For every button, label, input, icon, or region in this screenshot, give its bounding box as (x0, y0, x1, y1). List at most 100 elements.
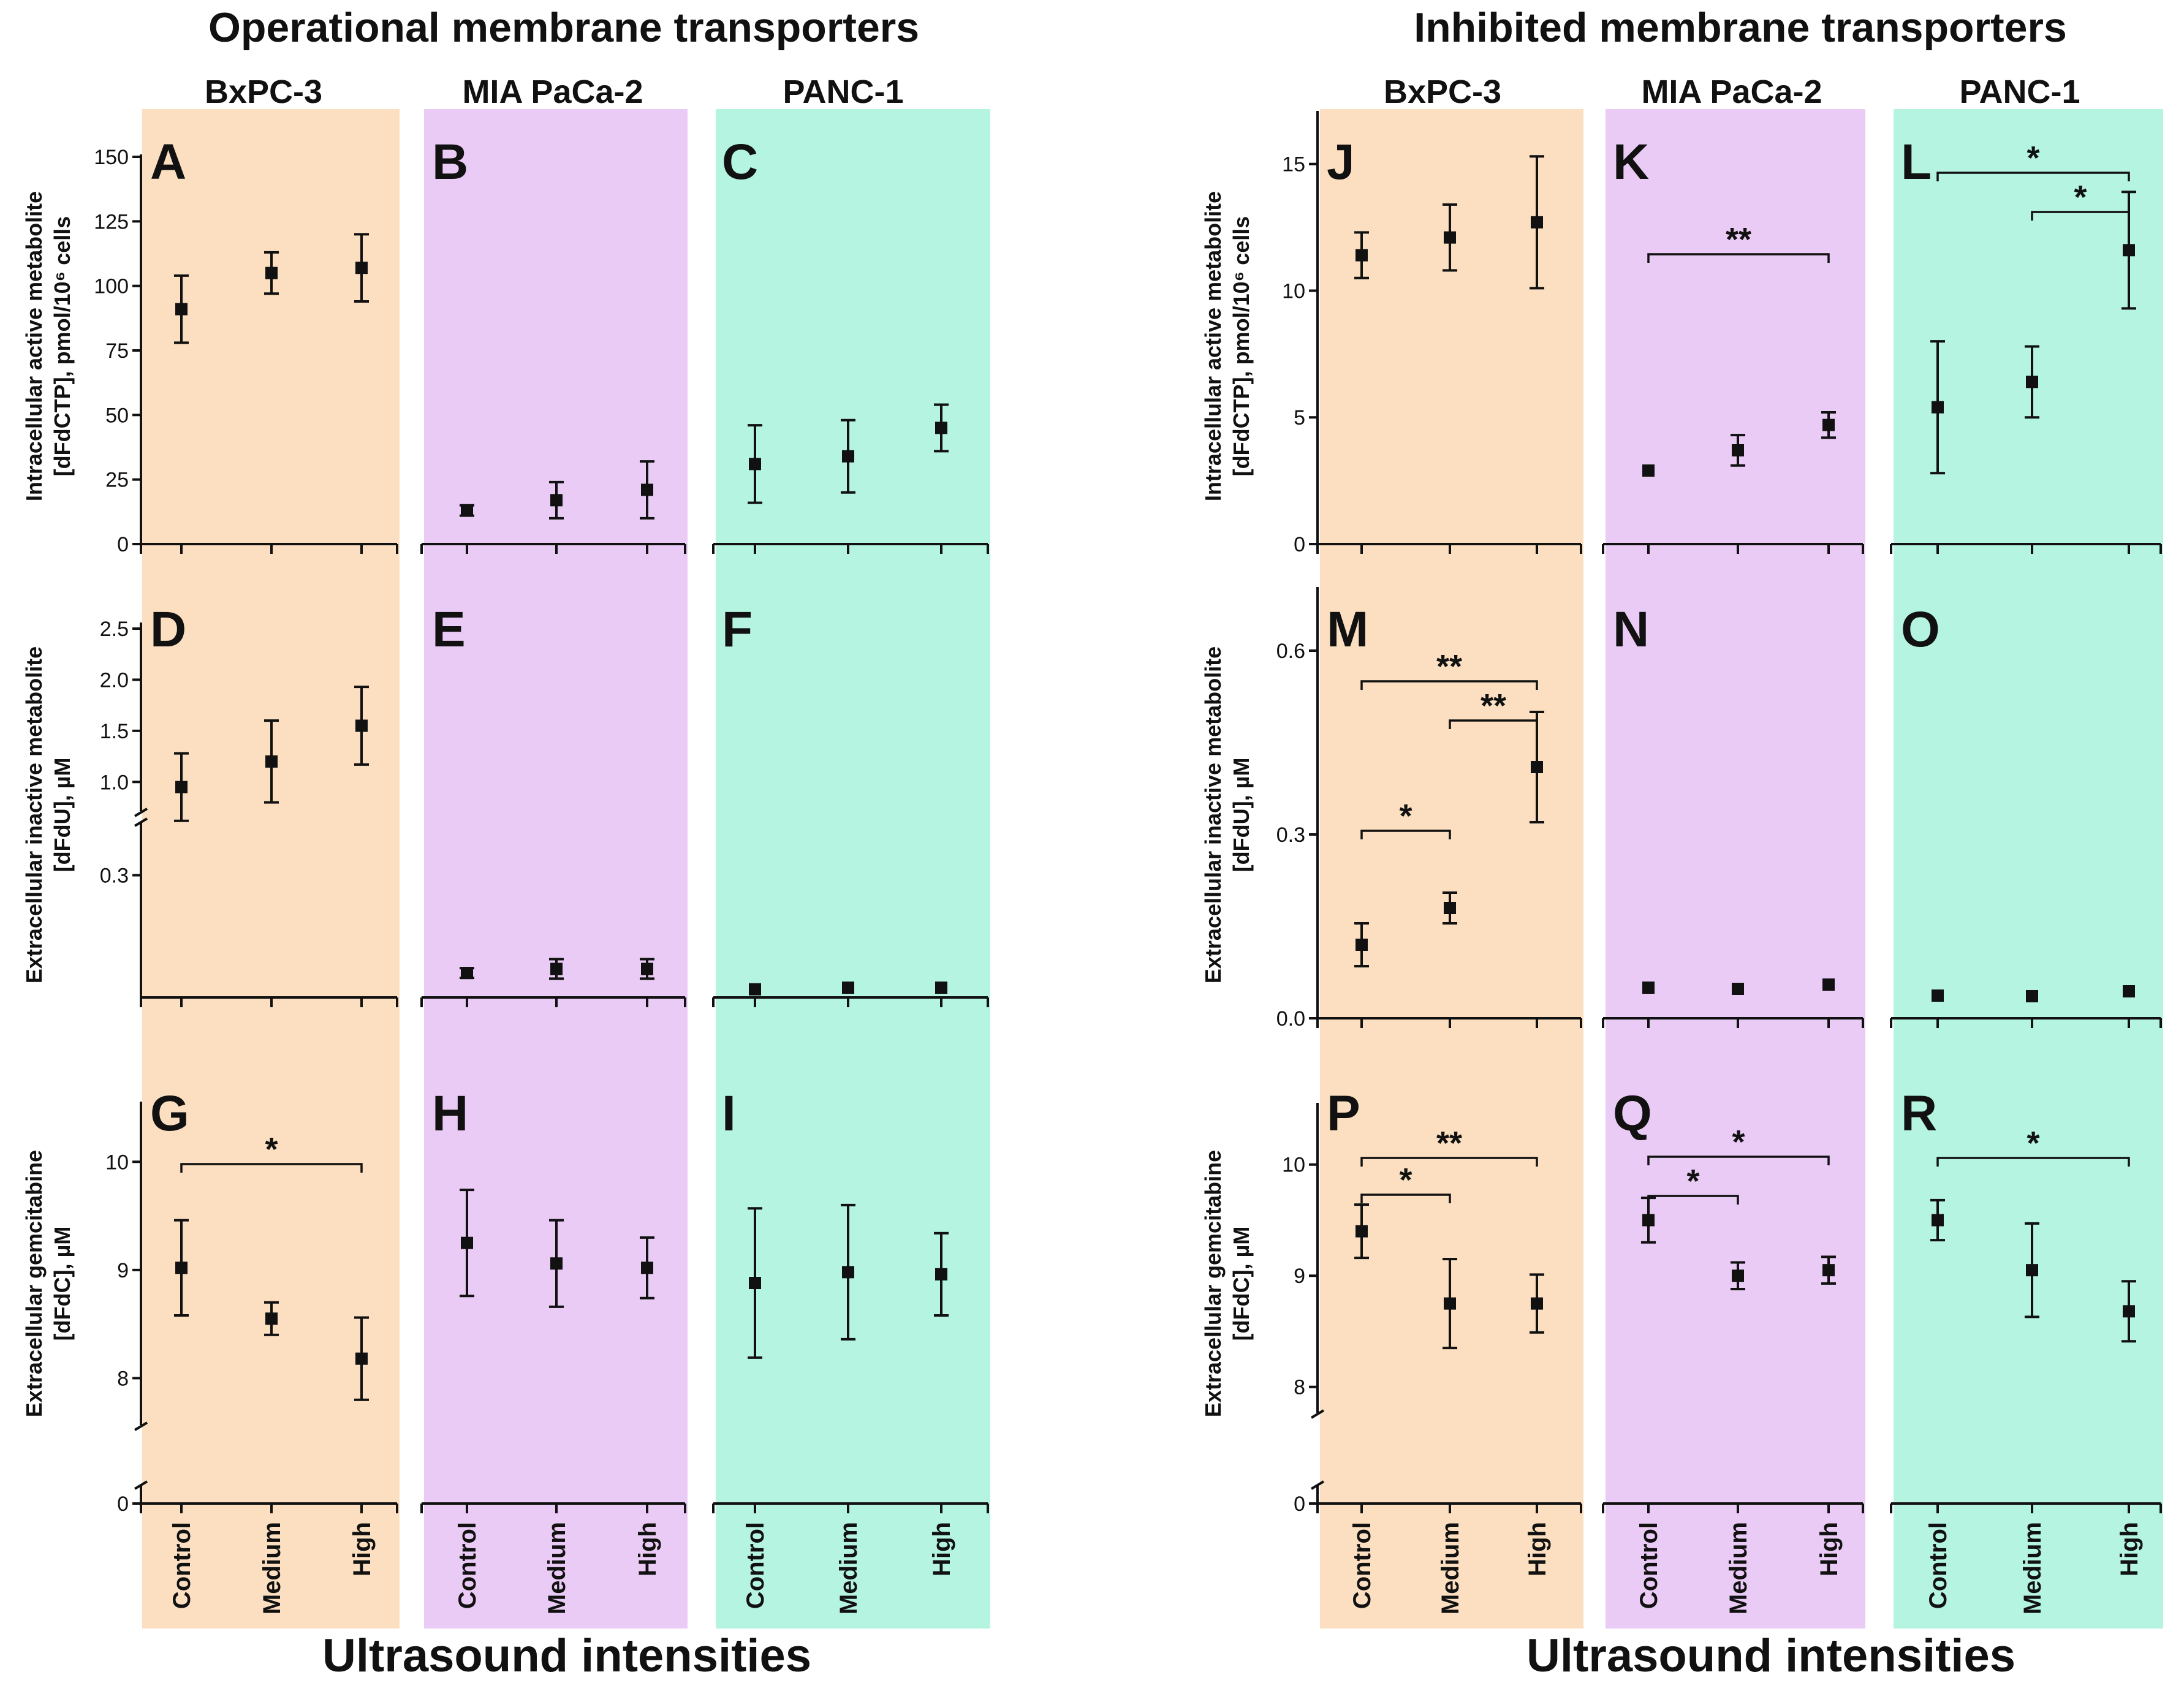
operational-y-axis-row3: 0 8 9 10 (105, 1102, 148, 1516)
data-point-high (2123, 1305, 2135, 1318)
significance-bracket (1647, 253, 1830, 263)
x-category-label-control: Control (454, 1522, 481, 1609)
x-axis (1602, 1017, 1864, 1028)
data-point-high (935, 982, 947, 994)
axis-break-mark (134, 817, 148, 827)
data-point-medium (550, 963, 563, 975)
ylabel-line: [dFdCTP], pmol/10⁶ cells (50, 216, 75, 477)
y-tick-label: 0.3 (100, 864, 129, 888)
y-tick-label: 2.0 (100, 668, 129, 692)
data-point-medium (1444, 902, 1456, 914)
x-axis (140, 543, 398, 554)
data-point-control (461, 1236, 473, 1249)
panel-letter-N: N (1613, 602, 1649, 657)
axis-break-mark (1310, 1480, 1325, 1490)
panel-F: F (722, 602, 947, 996)
panel-letter-R: R (1901, 1086, 1937, 1141)
panel-letter-E: E (432, 602, 466, 657)
significance-label: * (2074, 179, 2087, 216)
operational-y-axis-row1: 0 25 50 75 100 125 150 (94, 146, 142, 556)
panel-letter-I: I (722, 1086, 736, 1141)
x-category-label-high: High (349, 1522, 376, 1576)
panel-letter-J: J (1327, 134, 1355, 190)
ylabel-operational-row2: Extracellular inactive metabolite [dFdU]… (21, 646, 75, 983)
panel-E: E (432, 602, 654, 980)
data-point-medium (265, 267, 278, 279)
data-point-control (749, 1277, 761, 1290)
axis-break-mark (134, 1480, 148, 1490)
ylabel-line: Extracellular inactive metabolite (1200, 646, 1226, 983)
axis-break-mark (134, 808, 148, 817)
y-tick-label: 8 (117, 1367, 129, 1390)
x-category-label-medium: Medium (2019, 1522, 2046, 1614)
x-axis (712, 1502, 989, 1513)
significance-bracket (1449, 719, 1538, 729)
data-point-control (1642, 1214, 1655, 1227)
significance-label: * (1399, 1162, 1412, 1198)
data-point-medium (1732, 1269, 1744, 1282)
x-axis (1316, 1502, 1582, 1513)
panel-Q: Q * * (1613, 1086, 1836, 1290)
inhibited-y-axis-row2: 0.0 0.3 0.6 (1276, 587, 1319, 1031)
data-point-control (1932, 401, 1944, 414)
inhibited-y-axis-row1: 0 5 10 15 (1282, 111, 1319, 556)
left-column-title-miapaca2: MIA PaCa-2 (462, 74, 643, 110)
x-category-label-high: High (1816, 1522, 1843, 1576)
data-point-medium (550, 1257, 563, 1270)
ylabel-line: Intracellular active metabolite (21, 191, 47, 501)
axis-break-mark (1310, 1409, 1325, 1419)
significance-bracket (1647, 1156, 1830, 1165)
panel-C: C (722, 134, 949, 504)
x-axis (1316, 543, 1582, 554)
panel-A: A (150, 134, 369, 344)
significance-label: ** (1436, 648, 1462, 685)
panel-letter-H: H (432, 1086, 468, 1141)
x-axis (1602, 1502, 1864, 1513)
cell-line-backgrounds (142, 109, 2163, 1629)
significance-bracket (1360, 680, 1538, 690)
data-point-control (1642, 982, 1655, 994)
panel-letter-A: A (150, 134, 186, 190)
x-axis (1890, 1017, 2162, 1028)
x-category-label-control: Control (1349, 1522, 1376, 1609)
x-category-label-control: Control (742, 1522, 769, 1609)
ylabel-line: [dFdCTP], pmol/10⁶ cells (1229, 216, 1254, 477)
x-category-label-control: Control (1636, 1522, 1663, 1609)
significance-bracket (2031, 211, 2130, 221)
right-figure-title: Inhibited membrane transporters (1414, 4, 2067, 51)
x-category-labels: Control Medium High Control Medium High Contro… (169, 1522, 2143, 1614)
data-point-control (1932, 989, 1944, 1002)
right-x-axis-title: Ultrasound intensities (1526, 1630, 2015, 1682)
y-tick-label: 0 (1294, 1492, 1305, 1516)
panel-O: O (1901, 602, 2135, 1002)
panel-letter-C: C (722, 134, 758, 190)
data-point-medium (1732, 444, 1744, 456)
y-tick-label: 2.5 (100, 618, 129, 641)
x-axis (420, 996, 686, 1007)
panel-L: L * * (1901, 134, 2136, 475)
significance-bracket (1360, 1157, 1538, 1167)
data-point-high (1822, 418, 1835, 431)
data-point-high (1531, 1297, 1543, 1310)
data-point-high (641, 963, 653, 975)
data-point-medium (2026, 990, 2038, 1002)
panel-letter-D: D (150, 602, 186, 657)
x-category-label-high: High (1524, 1522, 1551, 1576)
ylabel-operational-row1: Intracellular active metabolite [dFdCTP]… (21, 191, 75, 501)
axis-break-mark (134, 1421, 148, 1431)
x-category-label-medium: Medium (1725, 1522, 1752, 1614)
data-point-control (175, 781, 188, 793)
x-axis (712, 996, 989, 1007)
y-tick-label: 50 (105, 404, 129, 427)
x-axis (140, 1502, 398, 1513)
y-tick-label: 8 (1294, 1376, 1305, 1399)
data-point-high (935, 422, 947, 434)
left-column-title-panc1: PANC-1 (783, 74, 903, 110)
ylabel-line: [dFdU], µM (1229, 758, 1254, 872)
significance-label: ** (1436, 1125, 1462, 1162)
data-point-control (1356, 939, 1368, 951)
y-tick-label: 10 (1282, 1154, 1305, 1177)
data-point-high (355, 1352, 368, 1365)
x-category-label-control: Control (169, 1522, 195, 1609)
data-point-high (641, 483, 653, 496)
